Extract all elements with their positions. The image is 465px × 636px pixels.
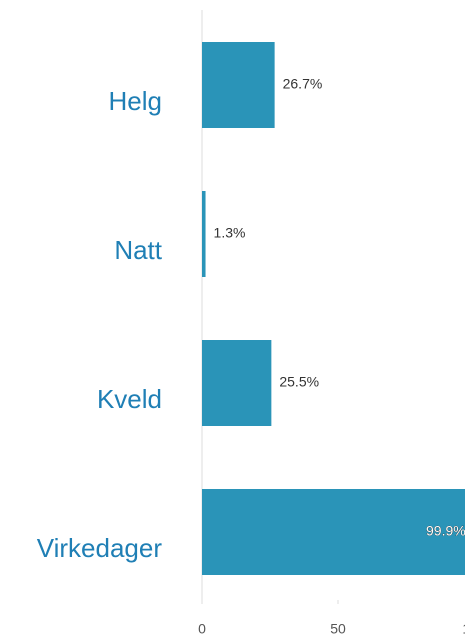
value-label: 25.5% (279, 374, 319, 390)
category-label: Kveld (97, 384, 162, 414)
x-tick-label: 100 (462, 621, 465, 636)
bar (202, 340, 272, 426)
bar (202, 42, 275, 128)
category-label: Virkedager (37, 533, 163, 563)
bar (202, 489, 465, 575)
value-label: 1.3% (214, 225, 246, 241)
category-label: Natt (114, 235, 162, 265)
category-label: Helg (109, 86, 162, 116)
x-tick-label: 0 (198, 621, 206, 636)
bar (202, 191, 206, 277)
value-label: 99.9% (426, 523, 465, 539)
x-tick-label: 50 (330, 621, 346, 636)
value-label: 26.7% (283, 76, 323, 92)
